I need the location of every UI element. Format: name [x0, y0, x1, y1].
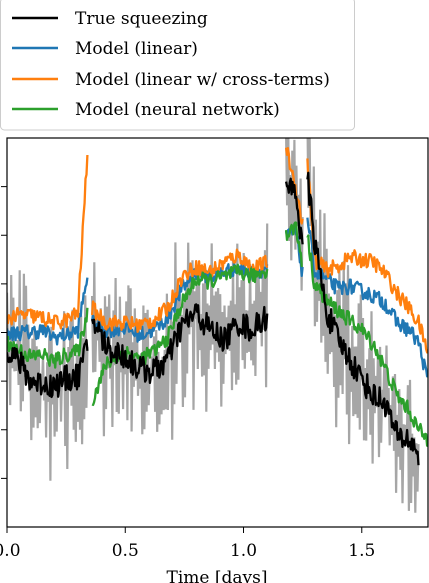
x-tick-label-2: 1.0 [230, 541, 257, 561]
series-true-squeezing-segment-0 [7, 338, 89, 399]
series-model-linear-segment-0 [7, 277, 89, 346]
legend-label-model-cross-terms: Model (linear w/ cross-terms) [75, 70, 330, 90]
series-true-squeezing-segment-2 [284, 177, 304, 245]
x-tick-label-0: 0.0 [0, 541, 21, 561]
legend: True squeezing Model (linear) Model (lin… [0, 0, 355, 131]
x-tick-label-1: 0.5 [112, 541, 139, 561]
legend-label-true-squeezing: True squeezing [75, 9, 208, 29]
series-true-squeezing-segment-3 [306, 171, 420, 466]
legend-label-model-neural-network: Model (neural network) [75, 100, 280, 120]
series-model-linear-w-cross-terms-segment-1 [90, 248, 269, 334]
legend-box [0, 0, 355, 131]
series-model-linear-w-cross-terms-segment-3 [306, 158, 428, 354]
series-model-neural-network-segment-0 [7, 307, 89, 369]
background-noise-segment-3 [306, 138, 420, 513]
series-model-neural-network-segment-2 [284, 221, 304, 268]
legend-label-model-linear: Model (linear) [75, 39, 198, 59]
x-axis-label: Time [days] [167, 568, 268, 583]
series-true-squeezing-segment-1 [90, 303, 269, 385]
series-model-neural-network-segment-3 [306, 234, 428, 447]
x-tick-label-3: 1.5 [348, 541, 375, 561]
series-layer [7, 147, 428, 466]
series-model-linear-w-cross-terms-segment-0 [7, 154, 89, 331]
ticks-layer: 0.0 0.5 1.0 1.5 [0, 186, 375, 561]
